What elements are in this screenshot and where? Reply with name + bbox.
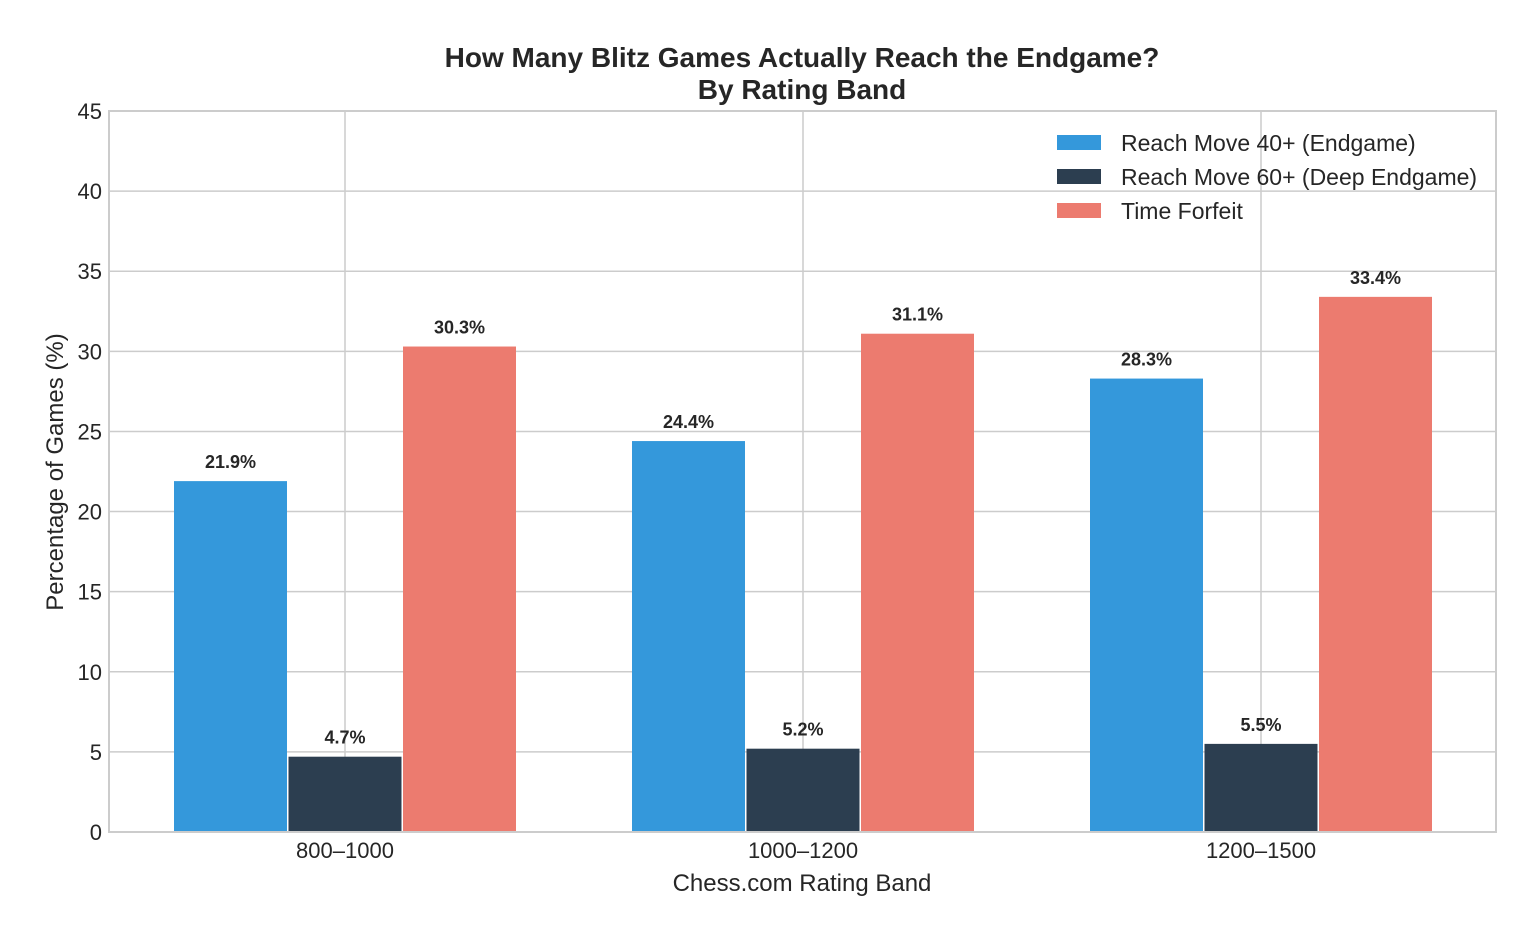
x-tick-label: 1000–1200 xyxy=(748,838,858,863)
bar-value-label: 4.7% xyxy=(324,728,365,748)
y-tick-label: 0 xyxy=(90,820,102,845)
y-axis-ticks: 0 5 10 15 20 25 30 35 40 45 xyxy=(78,99,102,845)
y-tick-label: 5 xyxy=(90,740,102,765)
x-axis-ticks: 800–1000 1000–1200 1200–1500 xyxy=(296,838,1316,863)
legend: Reach Move 40+ (Endgame) Reach Move 60+ (… xyxy=(1057,130,1477,224)
bar xyxy=(174,481,287,832)
bar xyxy=(746,748,860,832)
bar-value-label: 5.5% xyxy=(1240,715,1281,735)
x-tick-label: 800–1000 xyxy=(296,838,394,863)
bar-value-label: 31.1% xyxy=(892,305,943,325)
bar xyxy=(1204,743,1318,832)
y-tick-label: 40 xyxy=(78,179,102,204)
y-tick-label: 10 xyxy=(78,660,102,685)
chart-title: How Many Blitz Games Actually Reach the … xyxy=(445,42,1160,73)
bar xyxy=(1319,296,1432,832)
plot-frame xyxy=(108,110,1497,833)
chart-subtitle: By Rating Band xyxy=(698,74,906,105)
legend-swatch xyxy=(1057,169,1101,184)
legend-label: Reach Move 40+ (Endgame) xyxy=(1121,130,1416,156)
bar xyxy=(403,346,516,832)
y-tick-label: 35 xyxy=(78,259,102,284)
bars xyxy=(174,296,1432,832)
legend-label: Time Forfeit xyxy=(1121,198,1243,224)
bar xyxy=(861,333,974,832)
y-tick-label: 25 xyxy=(78,419,102,444)
bar-value-label: 28.3% xyxy=(1121,350,1172,370)
bar-value-label: 21.9% xyxy=(205,452,256,472)
bar-value-label: 24.4% xyxy=(663,412,714,432)
bar-value-label: 30.3% xyxy=(434,318,485,338)
y-tick-label: 20 xyxy=(78,500,102,525)
legend-label: Reach Move 60+ (Deep Endgame) xyxy=(1121,164,1477,190)
legend-swatch xyxy=(1057,135,1101,150)
bar-value-label: 33.4% xyxy=(1350,268,1401,288)
bar-labels: 21.9% 4.7% 30.3% 24.4% 5.2% 31.1% 28.3% 5.5% 33.… xyxy=(205,268,1401,748)
legend-swatch xyxy=(1057,203,1101,218)
bar-value-label: 5.2% xyxy=(782,720,823,740)
x-tick-label: 1200–1500 xyxy=(1206,838,1316,863)
x-axis-label: Chess.com Rating Band xyxy=(673,870,932,897)
y-tick-label: 15 xyxy=(78,580,102,605)
y-axis-label: Percentage of Games (%) xyxy=(42,333,69,610)
y-tick-label: 45 xyxy=(78,99,102,124)
bar xyxy=(1090,378,1203,832)
y-tick-label: 30 xyxy=(78,339,102,364)
bar xyxy=(632,441,745,832)
bar xyxy=(288,756,402,832)
